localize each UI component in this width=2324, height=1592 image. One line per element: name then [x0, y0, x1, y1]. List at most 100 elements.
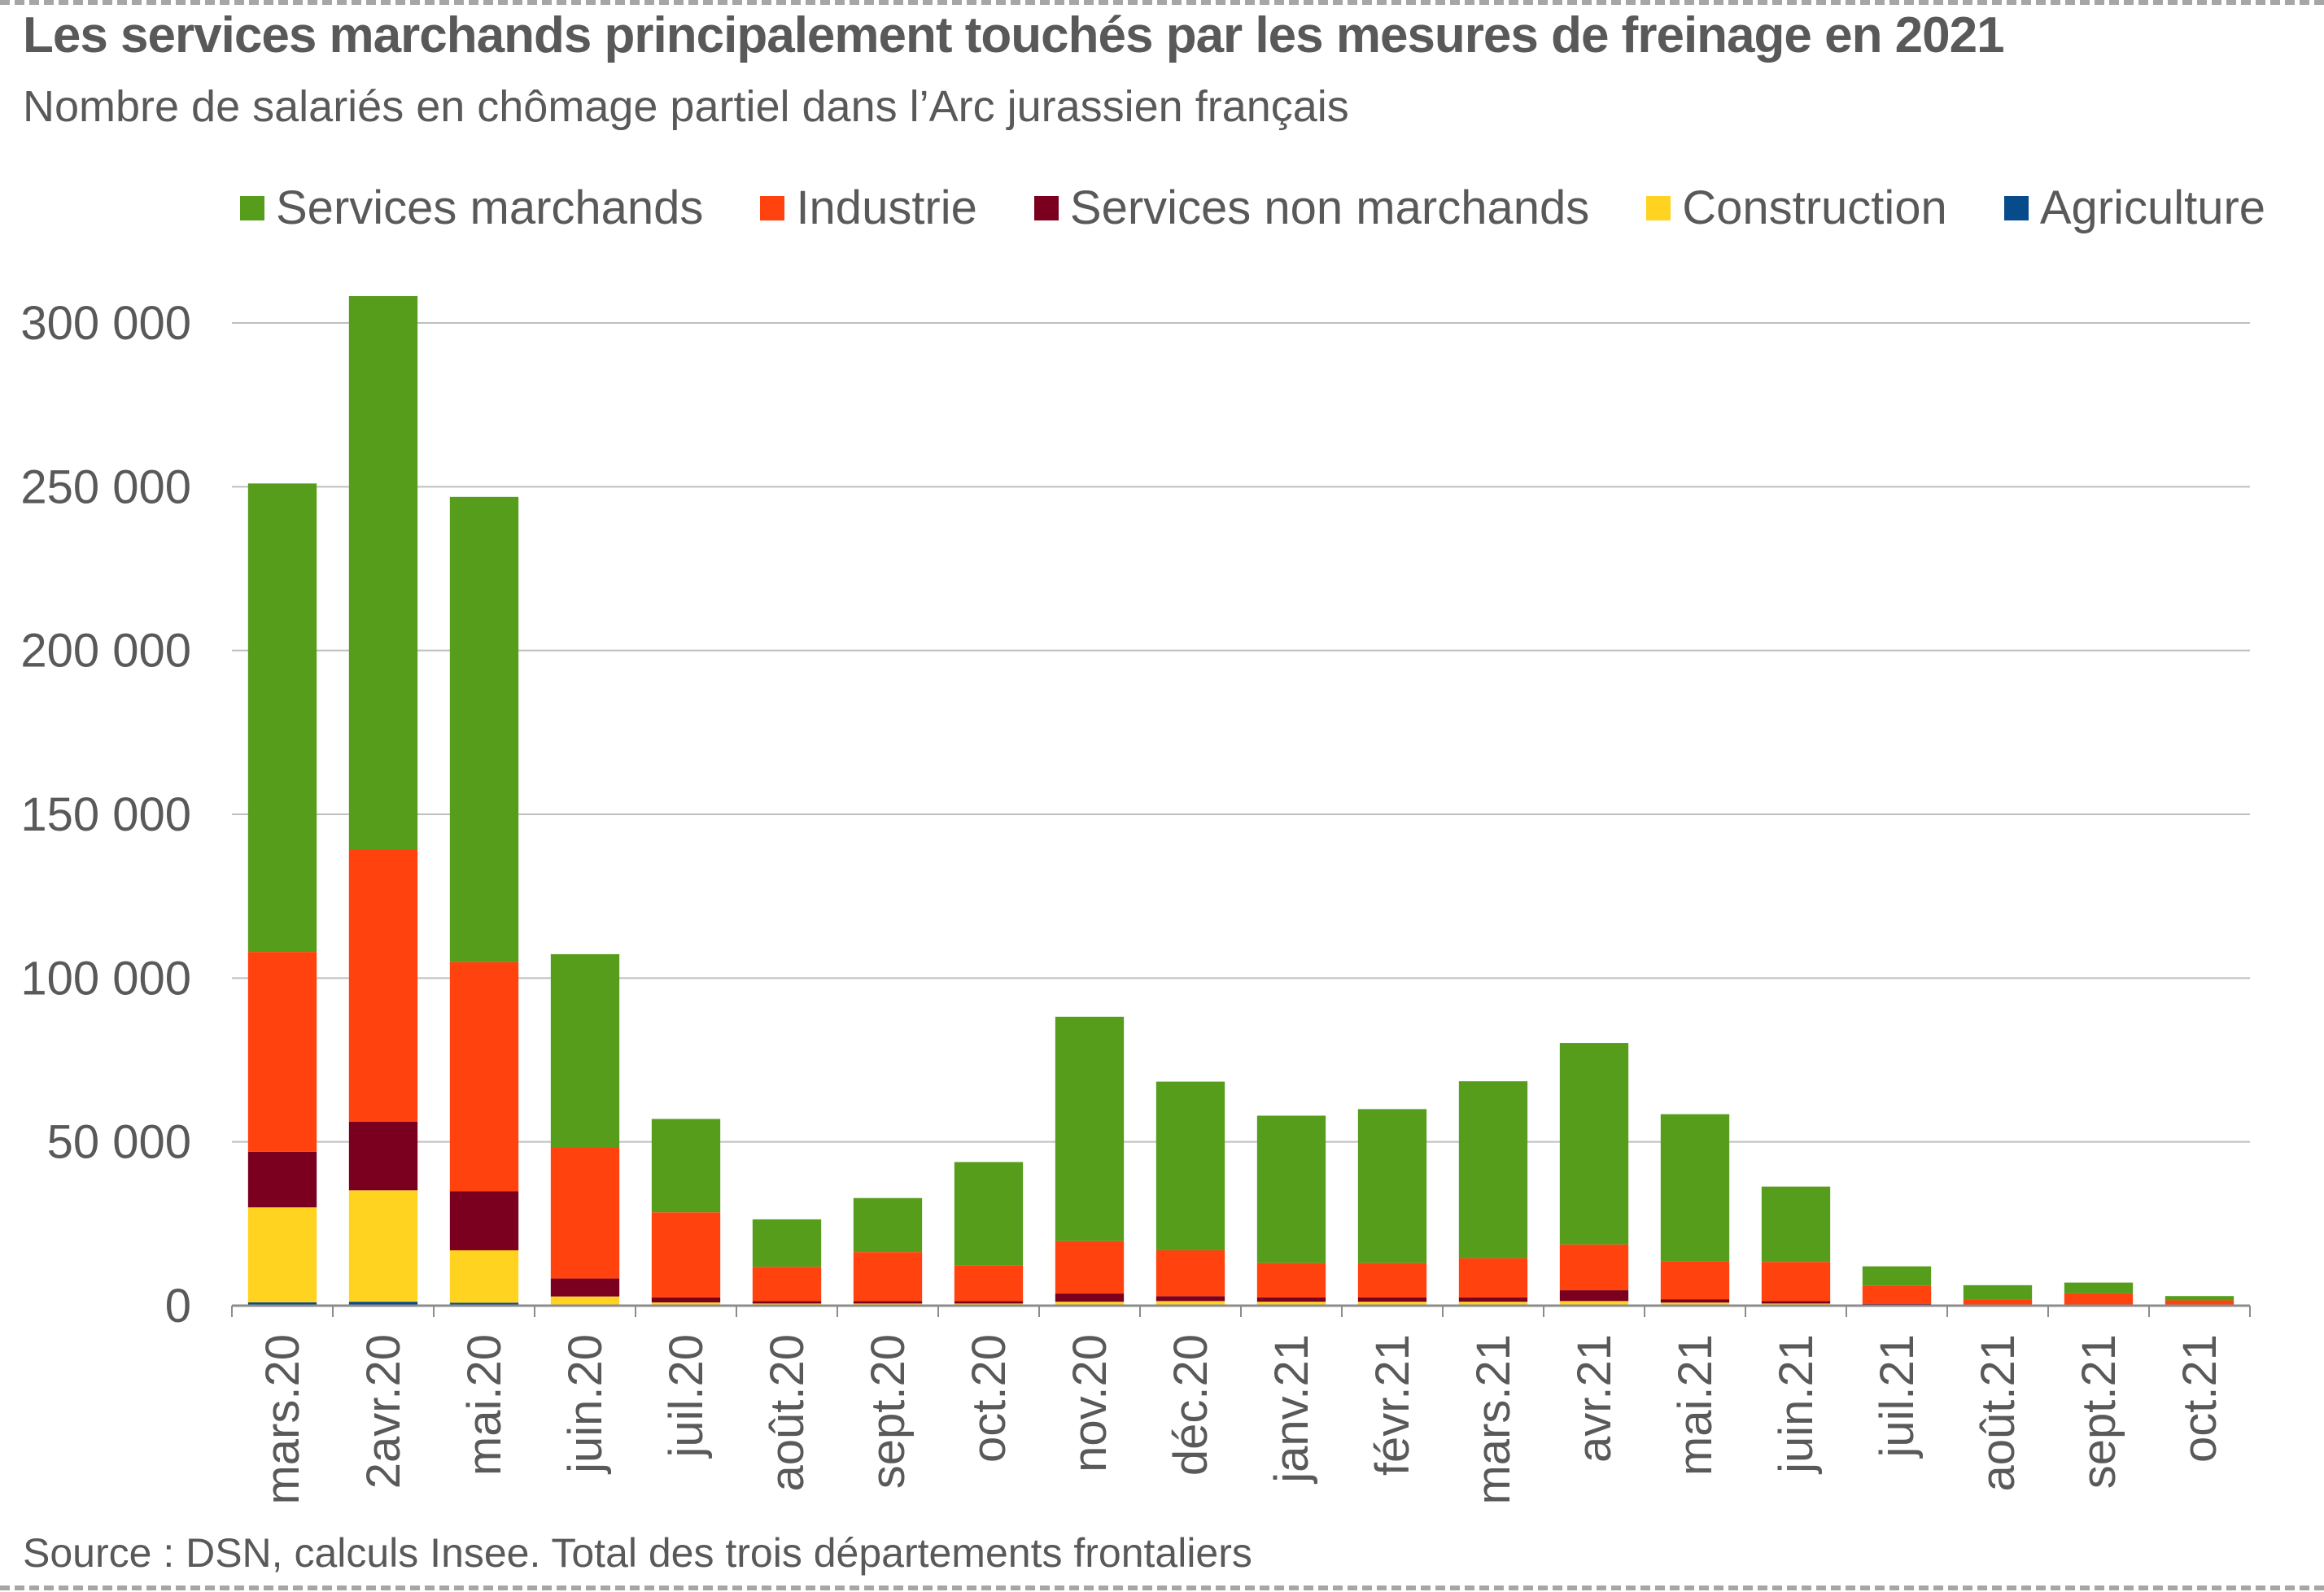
bottom-dashed-border	[0, 1585, 2324, 1590]
x-tick-label: sept.20	[862, 1334, 915, 1489]
y-tick-label: 300 000	[20, 297, 191, 350]
x-tick-label: oct.20	[963, 1334, 1016, 1463]
y-tick-label: 250 000	[20, 460, 191, 513]
bar-segment	[2064, 1293, 2134, 1305]
bar-segment	[651, 1297, 721, 1302]
legend-label: Agriculture	[2039, 181, 2266, 234]
x-tick-label: mars.21	[1467, 1334, 1520, 1505]
bar-segment	[853, 1303, 923, 1306]
x-tick-label: oct.21	[2173, 1334, 2226, 1463]
bar-segment	[348, 1302, 418, 1306]
x-tick-label: juin.21	[1770, 1334, 1823, 1475]
bar-segment	[1357, 1109, 1427, 1263]
bar-segment	[449, 1191, 519, 1250]
bar-segment	[1256, 1263, 1326, 1298]
bar-segment	[1660, 1261, 1730, 1300]
bar-segment	[1559, 1290, 1629, 1302]
bar-segment	[550, 1147, 620, 1279]
bar-segment	[1055, 1016, 1125, 1241]
y-tick-label: 0	[165, 1280, 191, 1332]
bar-segment	[752, 1301, 822, 1304]
x-tick-label: mai.21	[1669, 1334, 1722, 1476]
bar-segment	[247, 1302, 317, 1306]
x-tick-label: mars.20	[256, 1334, 309, 1505]
bar-segment	[348, 849, 418, 1122]
x-tick-label: juil.20	[660, 1334, 713, 1459]
bar-segment	[752, 1303, 822, 1306]
bar-segment	[1256, 1302, 1326, 1306]
x-tick-label: août.21	[1972, 1334, 2025, 1492]
bar-segment	[550, 1278, 620, 1297]
x-tick-label: août.20	[761, 1334, 814, 1492]
bar-segment	[954, 1303, 1024, 1306]
bar-segment	[1559, 1043, 1629, 1245]
bar-segment	[651, 1119, 721, 1213]
bar-segment	[1862, 1266, 1932, 1286]
bar-segment	[1357, 1263, 1427, 1298]
legend-swatch	[1646, 195, 1671, 220]
bar-segment	[853, 1252, 923, 1302]
x-tick-label: avr.21	[1568, 1334, 1621, 1463]
bar-segment	[1458, 1297, 1528, 1302]
bar-segment	[1761, 1262, 1831, 1302]
bar-segment	[1458, 1081, 1528, 1258]
bar-segment	[1559, 1244, 1629, 1291]
bar-segment	[1458, 1258, 1528, 1298]
bar-segment	[651, 1302, 721, 1306]
legend-item: Services marchands	[240, 181, 703, 235]
legend-swatch	[1033, 195, 1059, 220]
bar-segment	[1862, 1303, 1932, 1305]
legend-label: Services non marchands	[1069, 181, 1590, 234]
bar-segment	[1357, 1302, 1427, 1306]
legend-swatch	[240, 195, 264, 220]
bar-segment	[1055, 1293, 1125, 1302]
bar-segment	[651, 1212, 721, 1298]
bar-segment	[1963, 1285, 2033, 1300]
bar-segment	[1660, 1114, 1730, 1262]
bar-segment	[954, 1301, 1024, 1304]
bar-segment	[752, 1267, 822, 1302]
legend-label: Industrie	[796, 181, 977, 234]
x-tick-label: nov.20	[1064, 1334, 1116, 1472]
bar-segment	[247, 483, 317, 953]
legend-label: Services marchands	[276, 181, 704, 234]
bar-segment	[247, 952, 317, 1152]
bar-segment	[853, 1197, 923, 1253]
legend-item: Construction	[1646, 181, 1947, 235]
y-tick-label: 50 000	[47, 1116, 191, 1169]
bar-segment	[247, 1207, 317, 1302]
bar-segment	[2165, 1300, 2234, 1306]
legend-swatch	[760, 195, 785, 220]
y-tick-label: 100 000	[20, 952, 191, 1005]
bar-segment	[1761, 1303, 1831, 1306]
bar-segment	[550, 1296, 620, 1305]
bar-segment	[348, 295, 418, 850]
x-tick-label: sept.21	[2073, 1334, 2125, 1489]
bar-segment	[1256, 1115, 1326, 1263]
bar-segment	[1963, 1299, 2033, 1305]
bar-segment	[247, 1151, 317, 1208]
bar-segment	[449, 496, 519, 962]
chart-subtitle: Nombre de salariés en chômage partiel da…	[23, 82, 1349, 131]
bar-segment	[2165, 1296, 2234, 1301]
bar-segment	[1055, 1241, 1125, 1294]
bar-segment	[1155, 1301, 1225, 1306]
legend-item: Services non marchands	[1033, 181, 1590, 235]
x-tick-label: juil.21	[1871, 1334, 1924, 1459]
bar-segment	[1559, 1301, 1629, 1306]
bar-segment	[1055, 1302, 1125, 1306]
legend-label: Construction	[1682, 181, 1947, 234]
bar-segment	[2064, 1282, 2134, 1293]
y-tick-label: 200 000	[20, 625, 191, 678]
bar-segment	[954, 1162, 1024, 1266]
bar-segment	[1155, 1250, 1225, 1297]
x-tick-label: mai.20	[458, 1334, 511, 1476]
bar-segment	[853, 1301, 923, 1304]
bar-segment	[348, 1121, 418, 1191]
y-tick-label: 150 000	[20, 788, 191, 841]
x-tick-label: févr.21	[1366, 1334, 1419, 1476]
chart-legend: Services marchands Industrie Services non …	[240, 181, 2322, 235]
bar-segment	[1256, 1297, 1326, 1302]
bar-segment	[1458, 1302, 1528, 1306]
legend-item: Industrie	[760, 181, 977, 235]
